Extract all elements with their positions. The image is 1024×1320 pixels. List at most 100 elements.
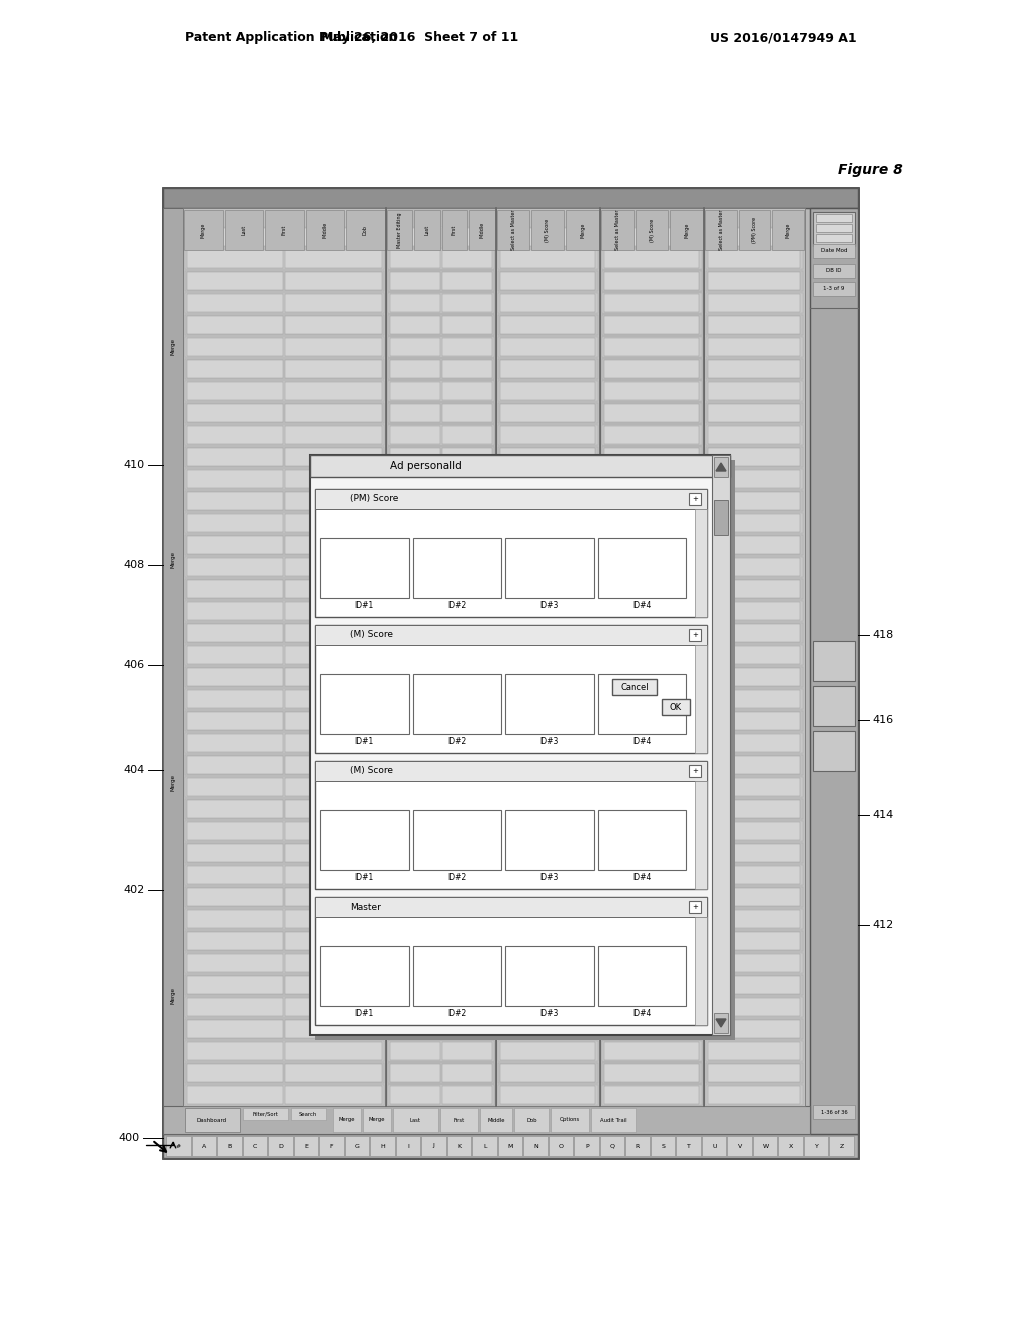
Bar	[709, 800, 800, 818]
Bar	[187, 338, 284, 356]
Bar	[386, 209, 496, 1106]
Bar	[286, 843, 382, 862]
Bar	[662, 700, 690, 715]
Bar	[677, 1137, 700, 1156]
Bar	[498, 689, 598, 709]
Bar	[185, 799, 384, 818]
Bar	[441, 777, 492, 796]
Bar	[388, 711, 494, 731]
Bar	[709, 294, 800, 312]
Bar	[388, 953, 494, 973]
Text: First: First	[452, 224, 457, 235]
Bar	[707, 755, 803, 775]
Bar	[185, 535, 384, 554]
Text: Merge: Merge	[785, 222, 791, 238]
Bar	[441, 822, 492, 840]
Bar	[707, 711, 803, 731]
Bar	[390, 447, 439, 466]
Text: V: V	[737, 1143, 742, 1148]
Bar	[286, 360, 382, 378]
Bar	[500, 954, 595, 972]
Bar	[441, 294, 492, 312]
Bar	[707, 249, 803, 269]
Text: Middle: Middle	[323, 222, 328, 238]
Bar	[390, 711, 439, 730]
Bar	[498, 315, 598, 335]
Bar	[441, 711, 492, 730]
Bar	[185, 909, 384, 929]
Bar	[441, 1086, 492, 1104]
Bar	[709, 558, 800, 576]
Bar	[441, 888, 492, 906]
Bar	[601, 210, 634, 249]
Bar	[441, 470, 492, 488]
Bar	[709, 579, 800, 598]
Text: ID#1: ID#1	[354, 1010, 374, 1019]
Text: Last: Last	[242, 224, 247, 235]
Bar	[388, 931, 494, 950]
Bar	[500, 228, 595, 246]
Bar	[829, 1137, 854, 1156]
Bar	[604, 536, 699, 554]
Bar	[707, 777, 803, 797]
Bar	[705, 209, 805, 1106]
Bar	[602, 315, 702, 335]
Bar	[498, 645, 598, 665]
Bar	[441, 1064, 492, 1082]
Text: 416: 416	[872, 715, 893, 725]
Bar	[388, 689, 494, 709]
Bar	[446, 1137, 471, 1156]
Bar	[707, 733, 803, 752]
Bar	[597, 946, 686, 1006]
Bar	[707, 887, 803, 907]
Bar	[500, 888, 595, 906]
Text: S: S	[662, 1143, 666, 1148]
Bar	[286, 932, 382, 950]
Bar	[709, 249, 800, 268]
Bar	[695, 781, 707, 888]
Bar	[709, 843, 800, 862]
Bar	[709, 668, 800, 686]
Bar	[286, 513, 382, 532]
Bar	[315, 488, 707, 616]
Bar	[185, 271, 384, 290]
Bar	[390, 404, 439, 422]
Bar	[185, 821, 384, 841]
Bar	[390, 866, 439, 884]
Text: #: #	[176, 1143, 181, 1148]
Bar	[707, 535, 803, 554]
Bar	[187, 1064, 284, 1082]
Bar	[185, 425, 384, 445]
Bar	[187, 558, 284, 576]
Bar	[185, 315, 384, 335]
Bar	[602, 909, 702, 929]
Bar	[498, 359, 598, 379]
Bar	[388, 909, 494, 929]
Text: (PM) Score: (PM) Score	[350, 495, 398, 503]
Bar	[636, 210, 669, 249]
Bar	[707, 689, 803, 709]
Text: Patent Application Publication: Patent Application Publication	[185, 32, 397, 45]
Bar	[388, 755, 494, 775]
Bar	[441, 954, 492, 972]
Bar	[388, 403, 494, 422]
Bar	[498, 623, 598, 643]
Bar	[604, 381, 699, 400]
Bar	[602, 931, 702, 950]
Bar	[187, 909, 284, 928]
Bar	[187, 602, 284, 620]
Bar	[183, 209, 386, 1106]
Bar	[187, 734, 284, 752]
Bar	[709, 822, 800, 840]
Bar	[602, 953, 702, 973]
Bar	[388, 557, 494, 577]
Bar	[388, 997, 494, 1016]
Bar	[498, 997, 598, 1016]
Bar	[602, 513, 702, 533]
Text: ID#3: ID#3	[540, 1010, 559, 1019]
Bar	[315, 488, 707, 510]
Bar	[500, 866, 595, 884]
Bar	[500, 711, 595, 730]
Bar	[500, 1020, 595, 1038]
Text: R: R	[636, 1143, 640, 1148]
